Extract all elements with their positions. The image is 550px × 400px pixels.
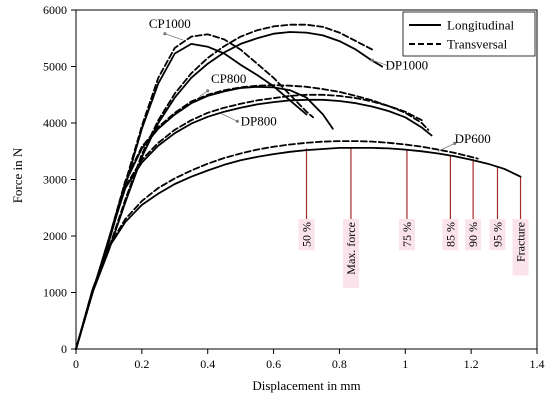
curve-label-dp1000: DP1000 [386,57,429,72]
curve-dp600-solid [75,147,522,350]
y-tick-label: 4000 [43,116,67,130]
curve-dp600-dashed [75,140,479,350]
curve-label-dp800: DP800 [241,113,277,128]
axes: 0 0.2 0.4 0.6 0.8 1 1.2 1.4 0 1000 2000 3000 4000 500… [43,3,545,371]
marker-label-bg-85 [442,219,459,251]
legend-label-longitudinal: Longitudinal [447,18,515,33]
curve-label-cp800: CP800 [211,71,246,86]
marker-label-85: 85 % [443,222,457,247]
x-tick-label: 0 [73,357,79,371]
curve-label-dot-cp800 [206,89,210,93]
curve-label-cp1000: CP1000 [149,16,191,31]
y-tick-label: 6000 [43,3,67,17]
curve-label-leader-cp800 [199,90,208,97]
y-tick-label: 0 [61,342,67,356]
x-tick-label: 1.2 [464,357,479,371]
plot-area: 50 % Max. force 75 % 85 % 90 % 95 % Fracture CP… [75,16,529,350]
marker-label-90: 90 % [466,222,480,247]
marker-label-bg-max-force [342,219,359,289]
marker-label-bg-90 [465,219,482,251]
x-tick-label: 0.4 [200,357,215,371]
curve-label-dot-cp1000 [163,32,167,36]
marker-label-bg-50 [298,219,315,251]
marker-label-max-force: Max. force [344,222,358,275]
marker-label-75: 75 % [400,222,414,247]
marker-label-bg-75 [398,219,415,251]
y-tick-label: 3000 [43,173,67,187]
legend: Longitudinal Transversal [402,11,536,57]
x-tick-label: 1 [402,357,408,371]
y-tick-label: 1000 [43,286,67,300]
x-tick-label: 0.8 [332,357,347,371]
curve-cp800-dashed [75,84,423,350]
curve-dp1000-dashed [75,23,374,350]
curve-label-leader-dp800 [220,113,238,122]
curve-cp1000-dashed [75,33,314,350]
legend-label-transversal: Transversal [447,37,508,52]
curve-label-leader-cp1000 [164,33,184,41]
marker-label-50: 50 % [300,222,314,247]
x-axis-title: Displacement in mm [252,378,360,393]
y-axis-title: Force in N [10,147,25,203]
curve-label-dot-dp600 [453,141,457,145]
marker-label-bg-fracture [512,219,529,276]
curve-dp800-dashed [75,93,430,350]
curve-label-leader-dp1000 [372,59,388,66]
legend-box [402,11,536,57]
curve-label-dot-dp1000 [370,58,374,62]
x-tick-label: 0.6 [266,357,281,371]
curve-label-dot-dp800 [235,119,239,123]
x-tick-label: 0.2 [134,357,149,371]
curve-dp1000-solid [75,31,384,350]
marker-label-95: 95 % [490,222,504,247]
curve-label-leader-dp600 [438,142,455,152]
y-tick-label: 2000 [43,229,67,243]
curve-cp1000-solid [75,43,308,350]
marker-label-bg-95 [489,219,506,251]
x-tick-label: 1.4 [530,357,545,371]
marker-label-fracture: Fracture [514,222,528,262]
curve-dp800-solid [75,98,433,350]
y-tick-label: 5000 [43,60,67,74]
curve-label-dp600: DP600 [455,131,491,146]
